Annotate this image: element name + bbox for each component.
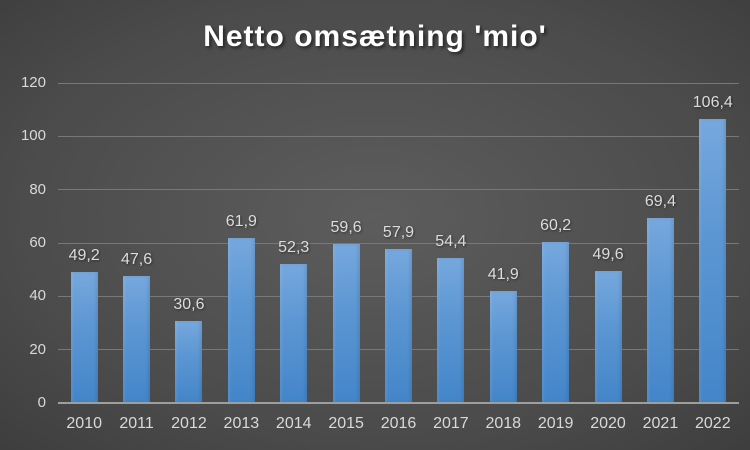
bar-2011 <box>123 276 151 403</box>
x-axis-label-2013: 2013 <box>223 415 260 432</box>
x-axis-label-2022: 2022 <box>695 415 731 432</box>
x-axis-label-2016: 2016 <box>380 415 417 432</box>
x-axis-label-2020: 2020 <box>590 415 626 432</box>
value-label-2015: 59,6 <box>330 219 362 237</box>
bar-2012 <box>175 321 203 403</box>
x-axis-label-2012: 2012 <box>171 415 207 432</box>
bar-2022 <box>699 119 727 403</box>
bar-2017 <box>437 257 465 403</box>
chart-title: Netto omsætning 'mio' <box>203 20 547 53</box>
x-axis-label-2017: 2017 <box>433 415 469 432</box>
bar-2018 <box>489 291 517 403</box>
bar-2021 <box>646 217 674 403</box>
value-label-2017: 54,4 <box>435 232 467 250</box>
bar-2015 <box>332 244 360 403</box>
bar-2016 <box>385 248 412 403</box>
y-axis-tick-label: 0 <box>37 394 46 411</box>
value-label-2010: 49,2 <box>68 246 100 264</box>
x-axis-label-2018: 2018 <box>485 415 522 432</box>
value-label-2014: 52,3 <box>278 238 310 256</box>
gridline-80 <box>58 189 739 191</box>
x-axis-label-2010: 2010 <box>66 415 102 432</box>
gridline-60 <box>58 242 739 244</box>
value-label-2011: 47,6 <box>120 251 153 269</box>
bar-2010 <box>70 271 98 403</box>
x-axis-label-2014: 2014 <box>275 415 312 432</box>
value-label-2019: 60,2 <box>540 217 572 235</box>
value-label-2016: 57,9 <box>382 223 415 241</box>
x-axis-label-2011: 2011 <box>119 415 154 432</box>
value-label-2020: 49,6 <box>592 245 624 263</box>
y-axis-tick-label: 40 <box>29 287 46 305</box>
value-label-2021: 69,4 <box>644 192 676 210</box>
value-label-2013: 61,9 <box>225 212 257 230</box>
x-axis-label-2015: 2015 <box>328 415 364 432</box>
bar-2019 <box>542 242 570 403</box>
x-axis-line <box>58 402 739 404</box>
x-axis-label-2021: 2021 <box>642 415 679 432</box>
value-label-2018: 41,9 <box>487 266 519 284</box>
y-axis-tick-label: 80 <box>29 180 46 198</box>
value-label-2022: 106,4 <box>692 94 733 112</box>
value-label-2012: 30,6 <box>173 296 205 314</box>
gridline-100 <box>58 135 739 137</box>
y-axis-tick-label: 60 <box>29 234 46 251</box>
y-axis-tick-label: 20 <box>29 340 46 358</box>
y-axis-tick-label: 100 <box>20 127 46 145</box>
y-axis-tick-label: 120 <box>20 74 46 91</box>
x-axis-label-2019: 2019 <box>537 415 574 432</box>
bar-2020 <box>594 270 622 403</box>
gridline-120 <box>58 82 739 84</box>
bar-2013 <box>227 237 255 403</box>
bar-2014 <box>280 263 308 403</box>
